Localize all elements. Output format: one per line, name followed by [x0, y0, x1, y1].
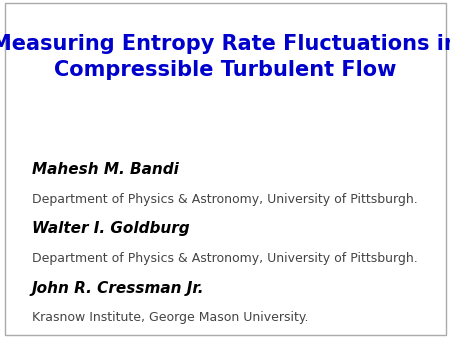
Text: Walter I. Goldburg: Walter I. Goldburg: [32, 221, 189, 236]
Text: John R. Cressman Jr.: John R. Cressman Jr.: [32, 281, 204, 295]
Text: Department of Physics & Astronomy, University of Pittsburgh.: Department of Physics & Astronomy, Unive…: [32, 193, 417, 206]
Text: Mahesh M. Bandi: Mahesh M. Bandi: [32, 162, 178, 177]
Text: Department of Physics & Astronomy, University of Pittsburgh.: Department of Physics & Astronomy, Unive…: [32, 252, 417, 265]
Text: Measuring Entropy Rate Fluctuations in
Compressible Turbulent Flow: Measuring Entropy Rate Fluctuations in C…: [0, 34, 450, 80]
Text: Krasnow Institute, George Mason University.: Krasnow Institute, George Mason Universi…: [32, 311, 308, 324]
